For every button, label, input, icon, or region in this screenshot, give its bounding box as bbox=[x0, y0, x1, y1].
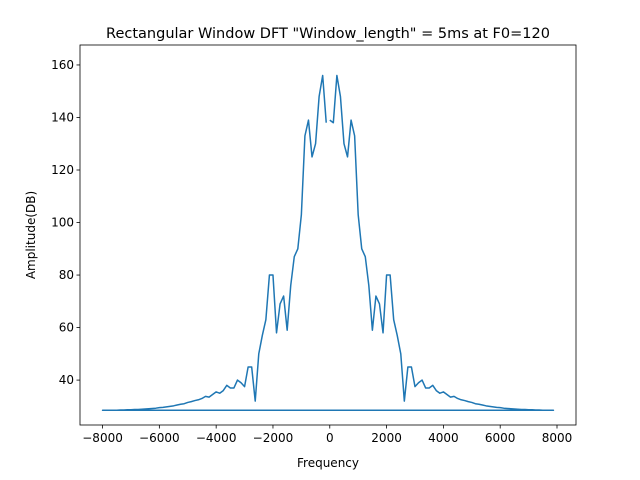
axes-frame bbox=[79, 44, 577, 426]
y-tick-label: 40 bbox=[59, 373, 74, 387]
x-tick-label: −2000 bbox=[253, 431, 294, 445]
x-axis-label: Frequency bbox=[297, 456, 359, 470]
x-tick-label: 8000 bbox=[542, 431, 573, 445]
y-tick-label: 120 bbox=[51, 163, 74, 177]
x-tick-label: −6000 bbox=[139, 431, 180, 445]
x-tick-label: −4000 bbox=[196, 431, 237, 445]
x-tick-label: 0 bbox=[326, 431, 334, 445]
data-line bbox=[101, 74, 555, 412]
y-tick-label: 80 bbox=[59, 268, 74, 282]
x-tick-label: 4000 bbox=[428, 431, 459, 445]
x-tick-label: 2000 bbox=[371, 431, 402, 445]
y-axis-label: Amplitude(DB) bbox=[24, 191, 38, 279]
y-tick-label: 160 bbox=[51, 58, 74, 72]
chart-title: Rectangular Window DFT "Window_length" =… bbox=[106, 26, 550, 42]
y-tick-label: 60 bbox=[59, 321, 74, 335]
x-tick-label: 6000 bbox=[485, 431, 516, 445]
x-tick-label: −8000 bbox=[82, 431, 123, 445]
y-tick-label: 100 bbox=[51, 216, 74, 230]
y-tick-label: 140 bbox=[51, 110, 74, 124]
